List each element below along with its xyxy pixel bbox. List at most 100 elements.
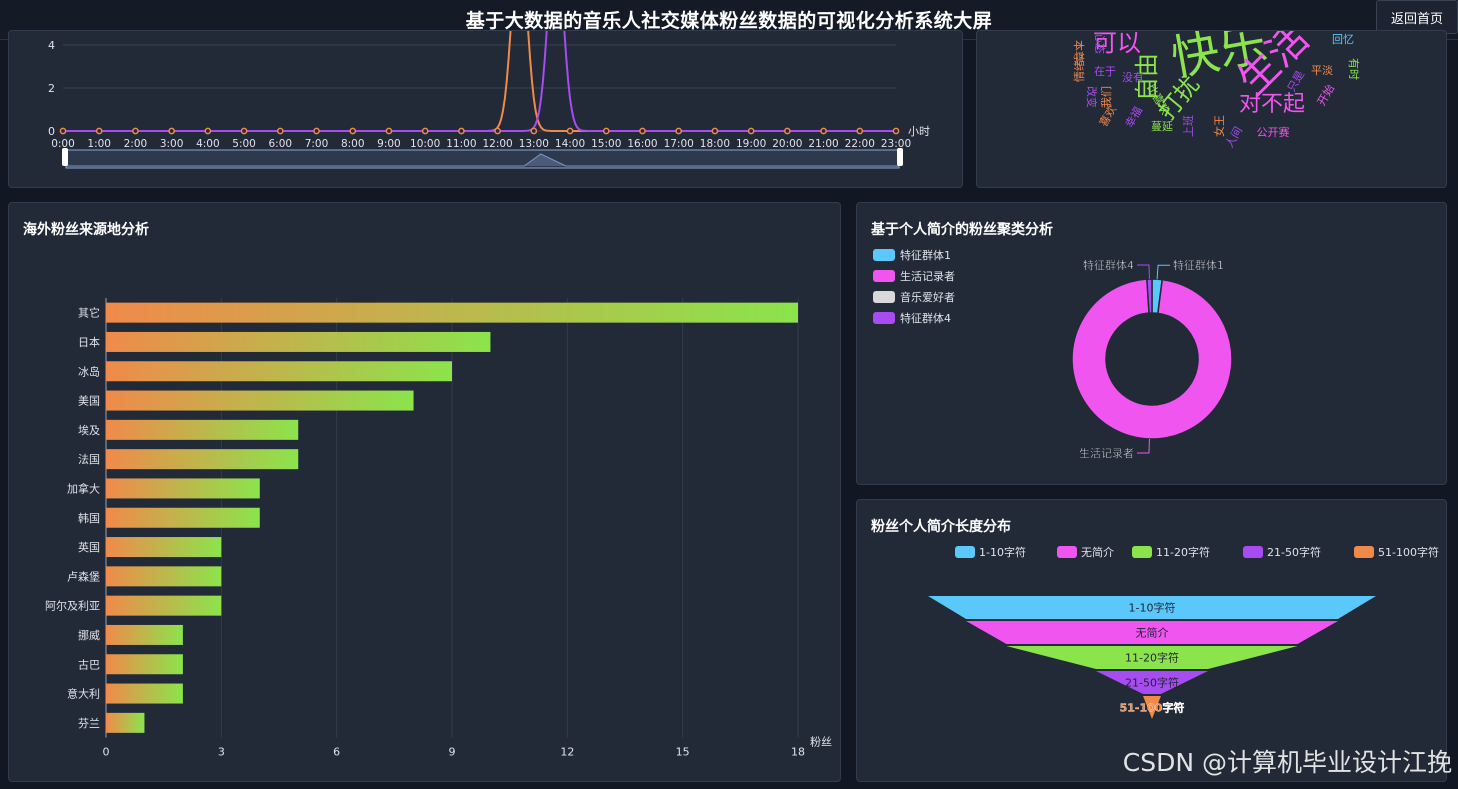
- x-tick-label: 1:00: [87, 138, 111, 150]
- word-cloud-word: 有时: [1347, 58, 1361, 80]
- legend-label: 音乐爱好者: [900, 290, 955, 304]
- data-point: [59, 127, 67, 135]
- legend-label: 特征群体1: [900, 248, 951, 262]
- datazoom-handle-right: [897, 148, 903, 166]
- y-category-label: 法国: [78, 452, 100, 466]
- x-tick-label: 9:00: [377, 138, 401, 150]
- data-point: [494, 127, 501, 135]
- legend-swatch: [1243, 546, 1263, 558]
- word-cloud-word: 没有: [1122, 70, 1144, 84]
- word-cloud-word: 蔓延: [1151, 119, 1173, 133]
- y-category-label: 埃及: [78, 423, 100, 437]
- x-tick-label: 20:00: [772, 138, 802, 150]
- data-point: [892, 127, 900, 135]
- x-tick-label: 12:00: [482, 138, 512, 150]
- bar-阿尔及利亚: [106, 595, 222, 616]
- x-tick-label: 13:00: [519, 138, 549, 150]
- data-point: [820, 127, 827, 135]
- data-point: [240, 127, 248, 135]
- x-tick-label: 12: [560, 746, 574, 759]
- data-point: [675, 127, 683, 135]
- word-cloud-word: 在于: [1094, 65, 1116, 78]
- slice-生活记录者: [1071, 278, 1233, 440]
- x-tick-label: 8:00: [341, 138, 365, 150]
- data-point: [458, 127, 465, 135]
- overseas-fans-panel: 海外粉丝来源地分析 0 3 6 9 12 15 18 粉丝 其它 日本 冰岛 美国 埃及 法国 加拿大 韩国英…: [8, 202, 841, 782]
- x-tick-label: 16:00: [627, 138, 657, 150]
- x-tick-label: 17:00: [664, 138, 694, 150]
- y-category-label: 其它: [78, 306, 100, 320]
- legend-swatch: [1057, 546, 1077, 558]
- legend-label: 特征群体4: [900, 311, 951, 325]
- word-cloud-word: 可以: [1093, 31, 1141, 57]
- back-home-button[interactable]: 返回首页: [1376, 0, 1458, 34]
- y-category-label: 阿尔及利亚: [45, 600, 100, 613]
- slice-label: 特征群体1: [1173, 258, 1224, 272]
- word-cloud-word: 上班: [1182, 115, 1195, 137]
- cluster-panel: 基于个人简介的粉丝聚类分析 特征群体1 生活记录者 音乐爱好者 特征群体4 特征群体1 生…: [856, 202, 1447, 485]
- y-tick-label: 2: [48, 82, 55, 95]
- datazoom-slider: [65, 149, 900, 169]
- datazoom-handle-left: [62, 148, 68, 166]
- y-category-label: 冰岛: [78, 364, 100, 378]
- legend-label: 11-20字符: [1156, 545, 1210, 559]
- y-category-label: 美国: [78, 395, 100, 408]
- x-tick-label: 22:00: [845, 138, 875, 150]
- funnel-stage-label: 21-50字符: [1125, 676, 1179, 690]
- y-category-label: 卢森堡: [67, 569, 100, 583]
- x-tick-label: 0: [103, 746, 110, 759]
- slice-label: 生活记录者: [1079, 446, 1134, 460]
- legend-label: 51-100字符: [1378, 545, 1439, 559]
- hourly-line-chart: 0 2 4 0:00 1:00 2:00 3:00 4:00 5:00 6:00 7:00 8:00 9…: [48, 31, 930, 169]
- overseas-bar-chart: 0 3 6 9 12 15 18 粉丝 其它日本冰岛美国埃及法国加拿大韩国英国卢森堡阿尔及利亚挪…: [45, 298, 832, 759]
- funnel-stage-无简介: [966, 621, 1338, 644]
- word-cloud-word: 公开赛: [1257, 125, 1290, 139]
- x-tick-label: 3:00: [160, 138, 184, 150]
- word-cloud-word: 幸福: [1122, 104, 1145, 130]
- funnel-stage-label: 11-20字符: [1125, 651, 1179, 665]
- legend-label: 1-10字符: [979, 545, 1026, 559]
- funnel-stage-1-10字符: [928, 596, 1376, 619]
- data-point: [95, 127, 103, 135]
- y-category-label: 古巴: [78, 658, 100, 671]
- data-point: [602, 127, 610, 135]
- y-category-label: 日本: [78, 335, 100, 349]
- legend-swatch: [873, 291, 895, 303]
- word-cloud-word: 自由: [1133, 53, 1161, 101]
- x-tick-label: 19:00: [736, 138, 766, 150]
- x-tick-label: 0:00: [51, 138, 75, 150]
- page-title: 基于大数据的音乐人社交媒体粉丝数据的可视化分析系统大屏: [465, 10, 993, 32]
- x-axis-name: 小时: [908, 125, 930, 138]
- bar-加拿大: [106, 478, 260, 499]
- series-line-1: [63, 31, 895, 132]
- data-point: [276, 127, 284, 135]
- data-point: [530, 127, 538, 135]
- x-tick-label: 5:00: [232, 138, 256, 150]
- funnel-stage-11-20字符: [1006, 646, 1298, 669]
- word-cloud-word: 平淡: [1311, 64, 1333, 77]
- word-cloud-word: 对不起: [1239, 92, 1305, 117]
- bar-卢森堡: [106, 566, 222, 587]
- y-category-label: 挪威: [78, 628, 100, 642]
- legend-label: 生活记录者: [900, 269, 955, 283]
- word-cloud-word: 人间: [1223, 124, 1245, 150]
- legend-swatch: [955, 546, 975, 558]
- overseas-fans-title: 海外粉丝来源地分析: [23, 222, 149, 238]
- data-point: [747, 127, 755, 135]
- x-tick-label: 6: [333, 746, 340, 759]
- bio-length-panel: 粉丝个人简介长度分布 1-10字符 无简介 11-20字符 21-50字符 51-100…: [856, 499, 1447, 782]
- bar-法国: [106, 449, 299, 470]
- data-point: [385, 127, 393, 135]
- data-point: [566, 127, 574, 135]
- bar-意大利: [106, 683, 183, 704]
- funnel-stage-label: 51-100字符: [1120, 701, 1185, 715]
- funnel-stage-label: 无简介: [1136, 626, 1169, 640]
- funnel-stage-21-50字符: [1096, 671, 1208, 694]
- legend-swatch: [1354, 546, 1374, 558]
- legend-label: 无简介: [1081, 545, 1114, 559]
- slice-label: 特征群体4: [1083, 258, 1134, 272]
- word-cloud-word: 回忆: [1332, 33, 1354, 46]
- data-point: [639, 127, 646, 135]
- cluster-title: 基于个人简介的粉丝聚类分析: [871, 222, 1053, 238]
- x-tick-label: 10:00: [410, 138, 440, 150]
